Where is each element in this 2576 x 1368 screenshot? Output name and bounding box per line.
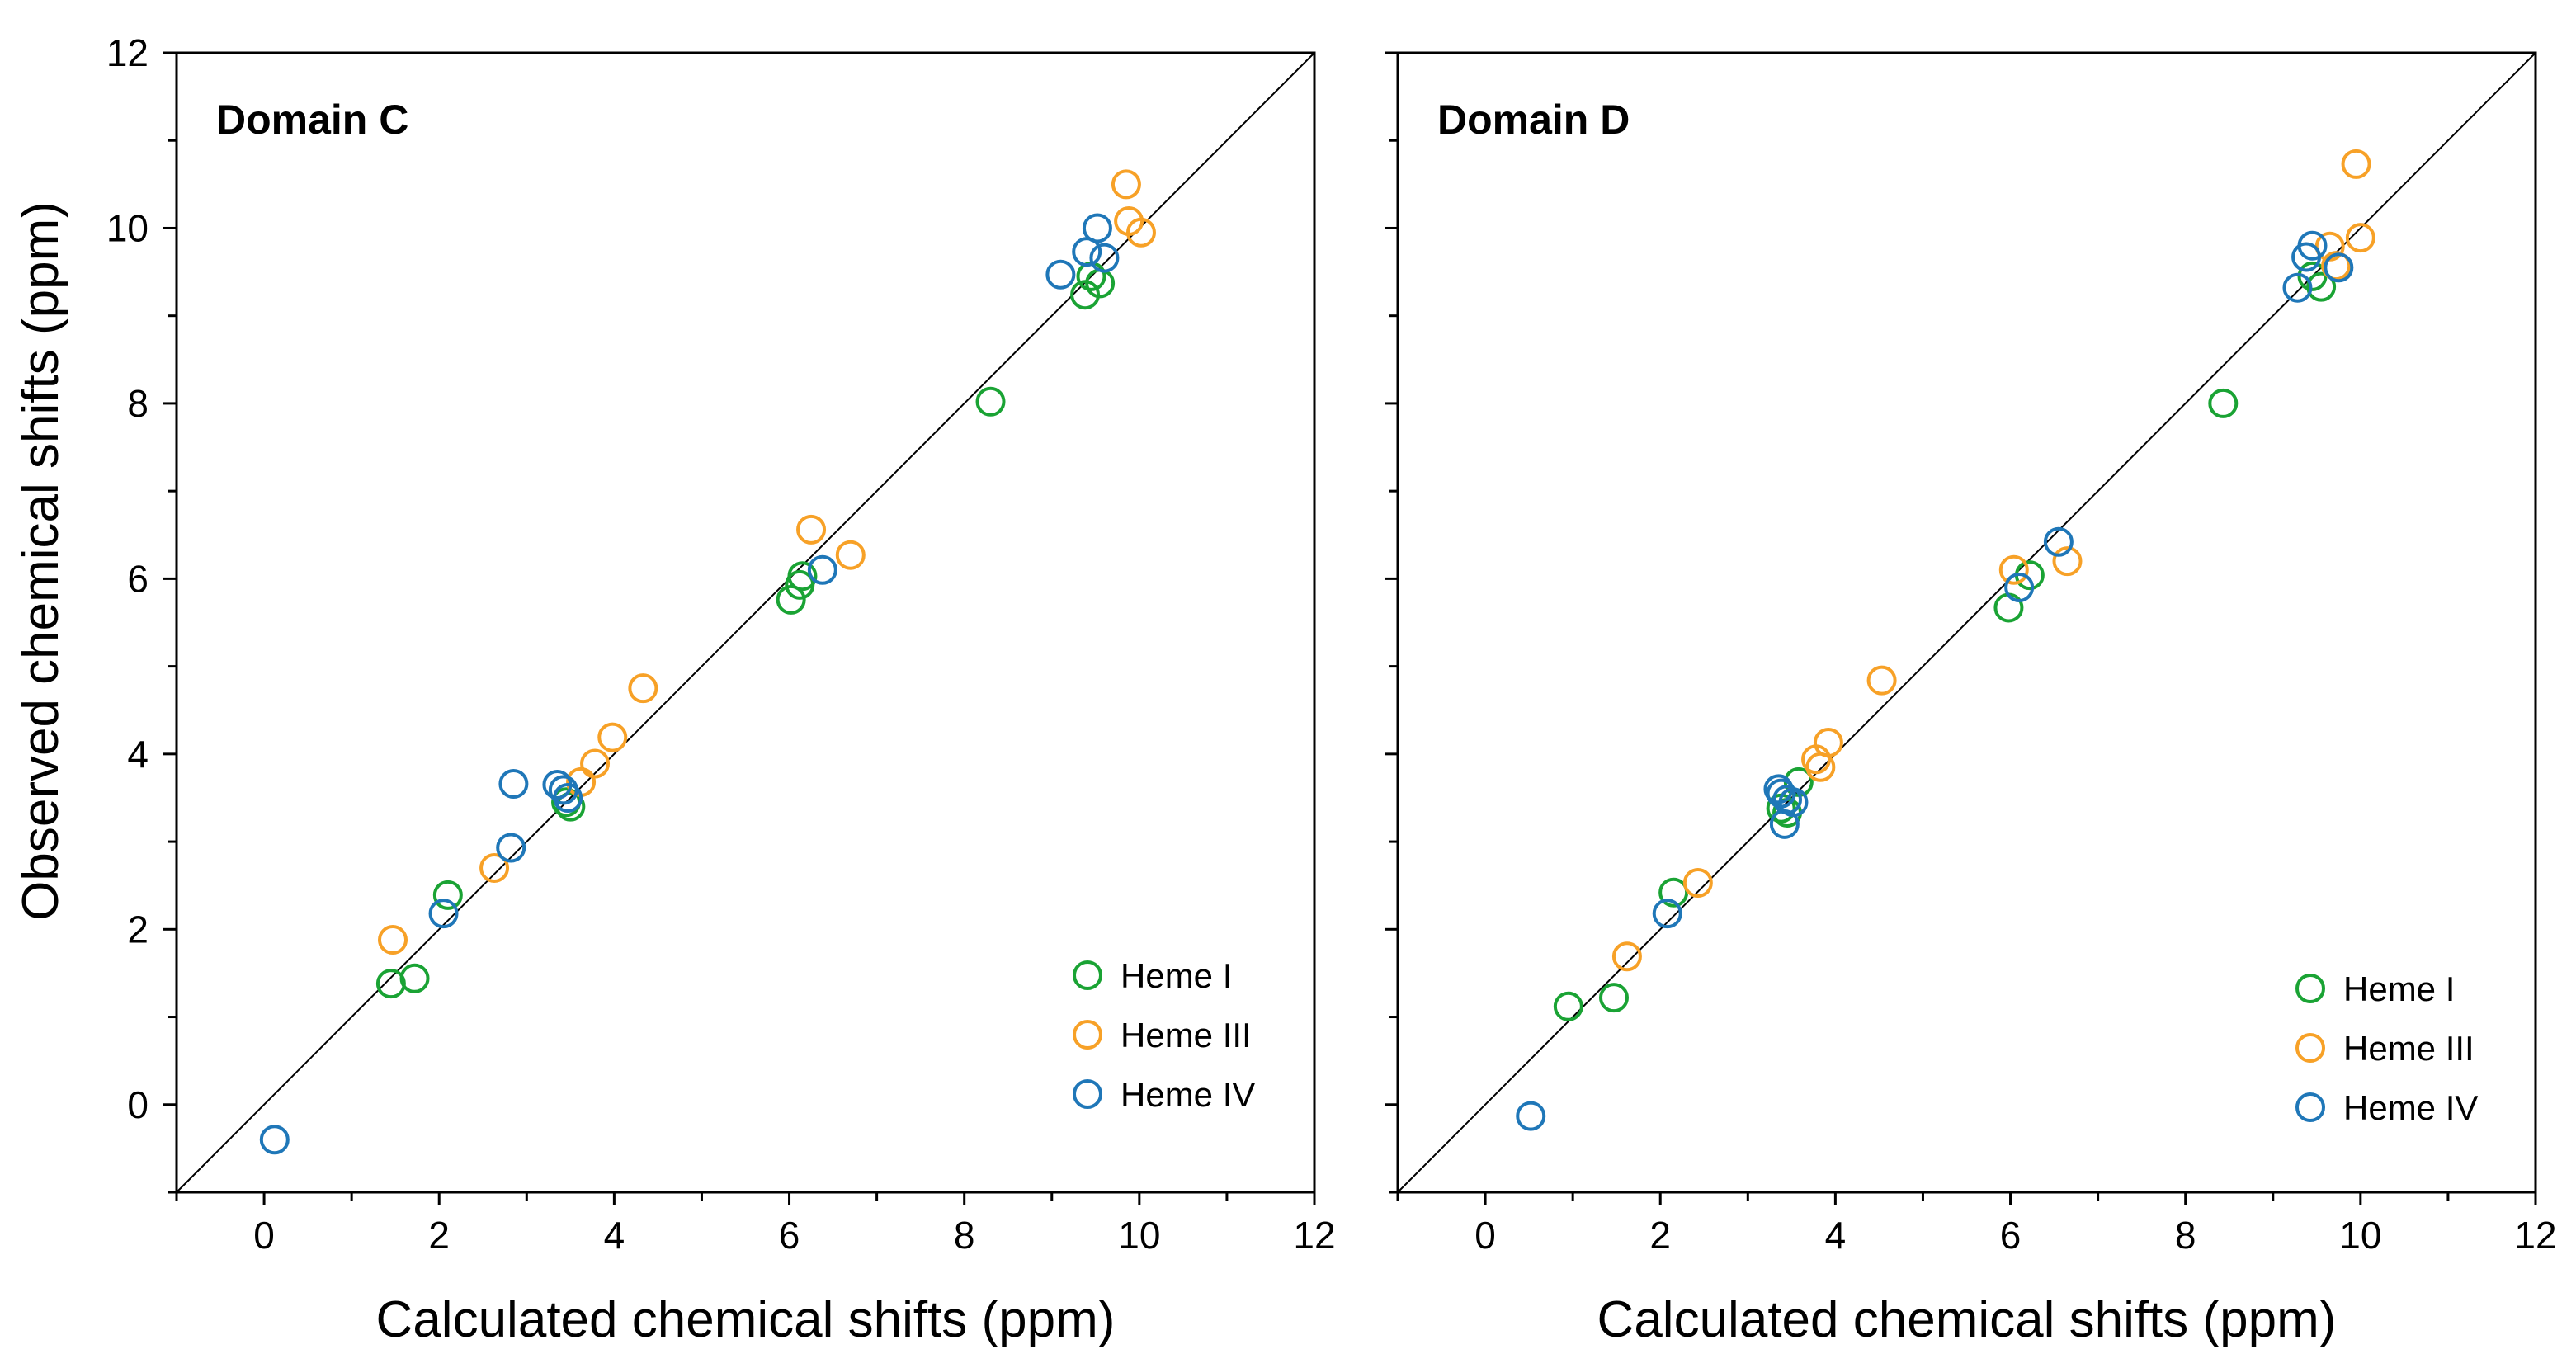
x-tick-label: 0 [1474,1214,1496,1257]
panel-domain-d: 0 2 4 6 8 10 12 Domain D Calculated chemical shi… [1385,51,2557,1348]
data-point [787,561,818,592]
panel-domain-c: 0 2 4 6 8 10 12 0 2 4 6 8 10 12 Domain C Calculated che… [106,31,1336,1348]
data-point [1658,877,1689,908]
data-point [1599,983,1630,1013]
x-tick-label: 10 [2339,1214,2381,1257]
data-point [1070,280,1101,310]
data-point [399,963,430,993]
legend-label: Heme I [2343,969,2455,1008]
data-point [835,540,866,570]
x-tick-label: 2 [1649,1214,1671,1257]
x-tick-label: 0 [253,1214,275,1257]
data-point [1082,213,1112,243]
x-tick-label: 6 [2000,1214,2022,1257]
legend-marker [1073,960,1102,990]
legend-label: Heme IV [2343,1088,2478,1127]
legend-marker [1073,1079,1102,1109]
y-tick-label: 12 [106,31,149,74]
data-point [1998,554,2029,585]
data-point [378,925,408,955]
data-point [1778,787,1809,818]
data-point [2282,272,2313,303]
y-tick-label: 8 [127,382,149,425]
x-axis-title: Calculated chemical shifts (ppm) [376,1291,1116,1348]
data-point [1682,868,1713,899]
x-tick-label: 12 [2514,1214,2556,1257]
data-point [2306,271,2337,302]
plot-frame [175,51,1316,1194]
data-point [580,748,611,779]
x-tick-label: 4 [604,1214,625,1257]
data-point [479,852,510,883]
x-tick-label: 8 [2175,1214,2196,1257]
y-tick-label: 0 [127,1083,149,1126]
data-point [2345,223,2375,253]
x-tick-label: 2 [428,1214,450,1257]
panel-title: Domain D [1437,97,1630,143]
data-point [498,768,529,799]
data-point [2208,388,2239,418]
reference-line [1397,52,2536,1193]
legend-label: Heme III [2343,1029,2475,1068]
data-point [1111,169,1141,200]
data-point [2004,573,2035,603]
data-point [553,782,583,813]
data-point [2052,546,2083,577]
data-point [2043,526,2074,557]
data-point [1652,899,1682,929]
data-point [796,514,827,545]
data-point [1045,259,1076,290]
x-tick-label: 6 [779,1214,800,1257]
data-point [2297,230,2328,261]
data-point [1866,665,1897,696]
y-tick-label: 10 [106,206,149,249]
legend-label: Heme IV [1121,1075,1255,1114]
data-point [1089,243,1120,273]
data-point [259,1125,290,1155]
data-point [807,554,837,585]
panel-title: Domain C [216,97,408,143]
data-point [1813,728,1843,758]
data-point [428,899,459,929]
data-point [2324,252,2354,283]
data-point [628,673,658,704]
data-point [1553,991,1583,1021]
data-point [1516,1101,1546,1131]
data-point [776,584,806,615]
reference-line [176,52,1315,1193]
legend-marker [2295,1033,2325,1063]
data-point [2341,149,2371,179]
legend-label: Heme III [1121,1016,1252,1054]
legend-marker [2295,974,2325,1003]
x-tick-label: 10 [1118,1214,1160,1257]
data-point [597,722,628,752]
data-point [1125,217,1156,248]
plot-frame [1396,51,2537,1194]
y-tick-label: 6 [127,557,149,600]
data-point [496,833,526,863]
data-point [1611,941,1642,972]
x-tick-label: 4 [1825,1214,1847,1257]
data-point [432,880,463,910]
legend-marker [1073,1020,1102,1050]
x-tick-label: 12 [1293,1214,1335,1257]
y-tick-label: 2 [127,908,149,951]
legend-marker [2295,1092,2325,1122]
x-axis-title: Calculated chemical shifts (ppm) [1597,1291,2337,1348]
y-tick-label: 4 [127,733,149,776]
data-point [975,386,1006,417]
legend-label: Heme I [1121,956,1232,995]
x-tick-label: 8 [954,1214,975,1257]
y-axis-title: Observed chemical shifts (ppm) [12,201,69,921]
